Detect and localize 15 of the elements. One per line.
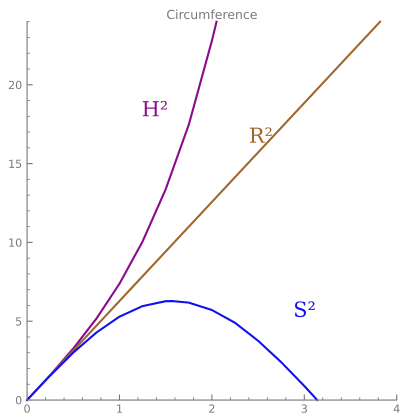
text: S² (294, 301, 315, 318)
series-label: R² (250, 127, 272, 143)
chart-title: Circumference (167, 9, 257, 20)
x-tick-label: 4 (394, 404, 400, 413)
x-tick-label: 1 (117, 404, 122, 413)
series-label: H² (142, 100, 167, 116)
y-tick-label: 0 (16, 396, 22, 404)
y-tick-label: 5 (16, 317, 22, 326)
x-tick-label: 0 (24, 404, 30, 413)
x-tick-label: 3 (302, 404, 307, 413)
y-tick-label: 20 (8, 80, 22, 90)
x-tick-label: 2 (209, 404, 214, 413)
y-tick-label: 10 (9, 238, 22, 247)
line-series (26, 300, 318, 402)
y-tick-label: 15 (9, 160, 22, 168)
